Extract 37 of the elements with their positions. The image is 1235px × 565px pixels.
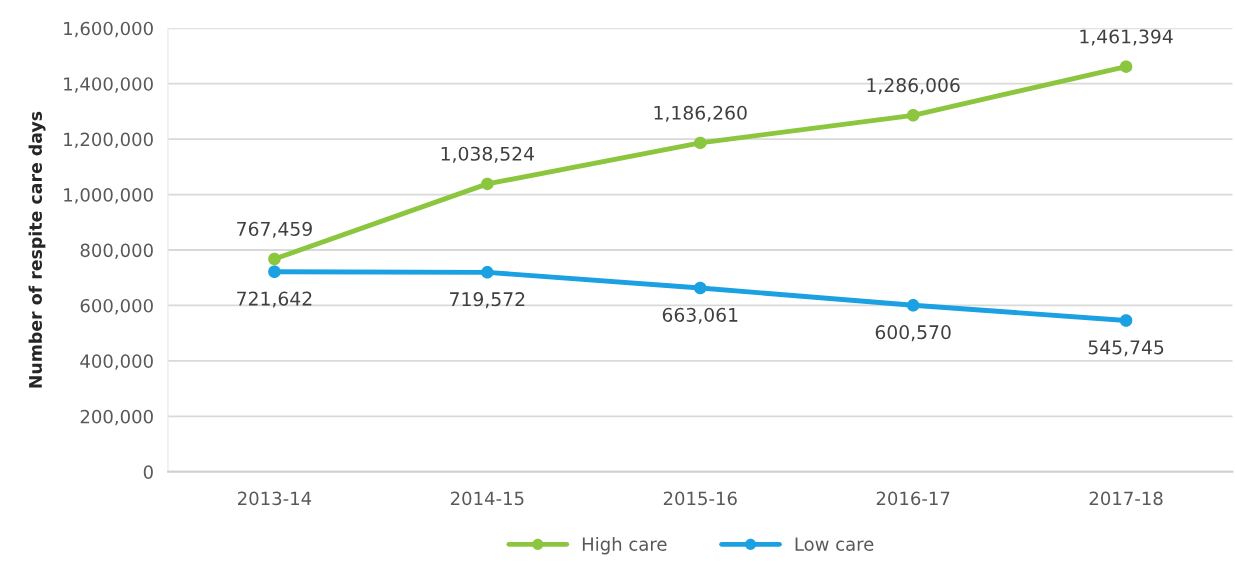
y-tick-label: 1,200,000	[64, 132, 153, 149]
point	[1119, 314, 1133, 327]
legend-label: High care	[582, 536, 667, 555]
data-label: 663,061	[662, 307, 738, 324]
point	[268, 252, 281, 266]
y-tick-label: 1,400,000	[64, 77, 153, 93]
data-label: 1,286,006	[867, 78, 960, 95]
x-tick-label: 2013-14	[238, 491, 312, 506]
x-tick-label: 2016-17	[876, 491, 950, 506]
y-tick-label: 200,000	[80, 409, 153, 426]
data-label: 721,642	[237, 291, 312, 308]
x-tick-label: 2015-16	[663, 491, 737, 506]
point	[906, 109, 920, 122]
point	[906, 299, 920, 312]
data-label: 545,745	[1088, 340, 1164, 357]
y-tick-label: 0	[143, 465, 153, 479]
y-tick-label: 600,000	[80, 298, 153, 315]
point	[693, 136, 707, 150]
point	[1119, 60, 1133, 73]
y-tick-label: 800,000	[80, 243, 153, 259]
data-label: 600,570	[875, 325, 951, 342]
data-label: 1,038,524	[441, 146, 534, 163]
y-tick-label: 1,600,000	[64, 21, 153, 38]
x-tick-label: 2014-15	[450, 491, 524, 506]
point	[268, 265, 281, 278]
y-tick-label: 1,000,000	[64, 188, 153, 204]
point	[481, 177, 494, 191]
point	[481, 266, 494, 279]
y-axis-title: Number of respite care days	[28, 111, 46, 388]
point	[693, 281, 707, 295]
y-tick-label: 400,000	[80, 354, 153, 370]
data-label: 719,572	[450, 292, 525, 309]
legend-label: Low care	[795, 537, 874, 551]
data-label: 767,459	[237, 221, 312, 238]
x-tick-label: 2017-18	[1089, 491, 1163, 506]
data-label: 1,461,394	[1080, 29, 1173, 46]
data-label: 1,186,260	[654, 105, 747, 122]
